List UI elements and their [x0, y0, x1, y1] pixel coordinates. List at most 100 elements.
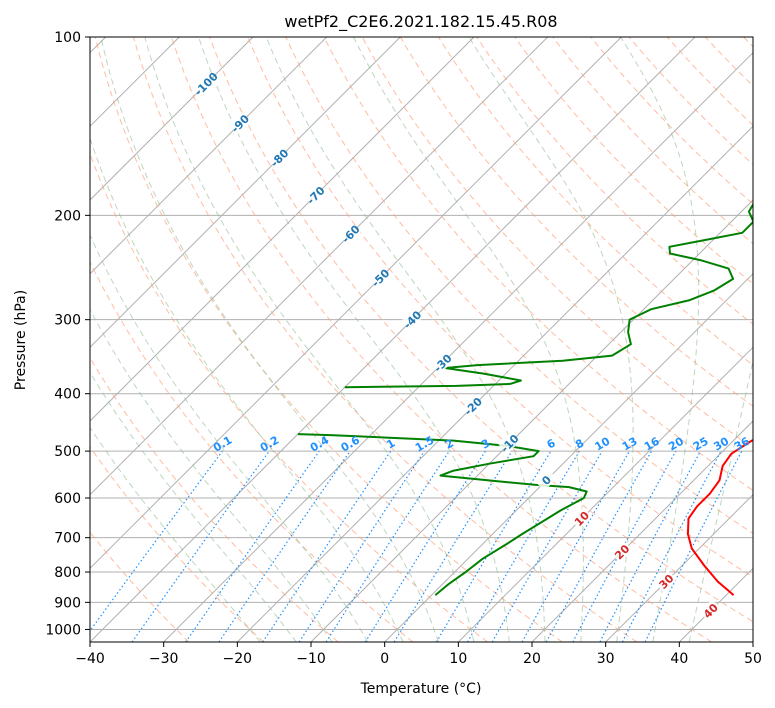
isotherm	[531, 420, 753, 642]
dry-adiabat	[437, 37, 753, 366]
x-tick-label: 50	[744, 651, 762, 667]
y-tick-label: 500	[54, 444, 81, 460]
moist-adiabat	[265, 37, 546, 642]
isotherm	[90, 37, 475, 422]
dry-adiabat	[285, 37, 753, 535]
isotherm-label: 10	[572, 509, 592, 529]
moist-adiabat	[620, 37, 700, 642]
profile-line	[686, 439, 753, 596]
mixing-ratio-line	[644, 450, 743, 642]
dry-adiabat	[704, 37, 753, 87]
moist-adiabat	[100, 37, 439, 642]
x-tick-label: 20	[523, 651, 541, 667]
x-tick-label: 10	[449, 651, 467, 667]
isotherm	[457, 346, 753, 642]
dry-adiabat	[247, 37, 753, 578]
mixing-ratio-line	[435, 450, 552, 642]
isotherm	[163, 51, 753, 642]
moist-adiabat	[353, 37, 584, 642]
mixing-ratio-line	[393, 450, 513, 642]
isotherm-label-bg	[304, 183, 327, 206]
isotherm-label-bg	[610, 540, 633, 563]
isotherm	[384, 272, 753, 642]
moist-adiabat	[90, 371, 297, 642]
moist-adiabat	[90, 233, 369, 642]
isotherm	[310, 199, 753, 642]
mixing-ratio-line	[521, 450, 631, 642]
dry-adiabat	[90, 260, 414, 642]
dry-adiabat	[743, 37, 753, 48]
y-tick-label: 300	[54, 313, 81, 329]
isotherm	[752, 641, 753, 642]
moist-adiabat	[198, 37, 510, 642]
profile-line	[297, 433, 588, 596]
y-tick-label: 400	[54, 387, 81, 403]
isotherm	[90, 37, 696, 642]
mixing-ratio-line	[545, 450, 653, 642]
isotherm-label-bg	[194, 72, 217, 95]
dry-adiabat	[552, 37, 753, 245]
isotherm-label-bg	[570, 507, 593, 530]
moist-adiabat	[90, 426, 261, 642]
y-tick-label: 700	[54, 531, 81, 547]
profile-lines	[297, 202, 753, 596]
x-tick-label: −10	[296, 651, 326, 667]
line-labels: 0.10.20.40.611.52346810131620253036-100-…	[192, 70, 752, 622]
y-tick-label: 900	[54, 595, 81, 611]
mixing-ratio-line	[185, 450, 320, 642]
x-tick-label: −20	[223, 651, 253, 667]
dry-adiabat	[94, 37, 563, 642]
mixing-ratio-line	[572, 450, 677, 642]
x-axis-label: Temperature (°C)	[360, 681, 482, 697]
isotherm-label-bg	[401, 308, 423, 331]
dry-adiabat	[132, 37, 638, 642]
y-axis-label: Pressure (hPa)	[13, 290, 29, 390]
dry-adiabat	[666, 37, 753, 126]
isotherm-label-bg	[268, 146, 291, 169]
mixing-ratio-line	[599, 450, 702, 642]
isotherm	[90, 37, 622, 570]
dry-adiabat	[514, 37, 753, 285]
isotherm-label-bg	[535, 468, 558, 491]
isotherm	[605, 493, 753, 642]
moist-adiabat	[688, 358, 753, 642]
mixing-ratio-line	[325, 450, 450, 642]
x-tick-label: 0	[380, 651, 389, 667]
chart-title: wetPf2_C2E6.2021.182.15.45.R08	[284, 12, 557, 32]
isotherm-label-bg	[431, 351, 454, 374]
moist-adiabat	[90, 308, 333, 642]
dry-adiabat	[90, 356, 339, 642]
x-tick-label: 30	[597, 651, 615, 667]
isotherm-label: -90	[229, 112, 252, 135]
x-tick-label: 40	[670, 651, 688, 667]
y-tick-label: 800	[54, 565, 81, 581]
dry-adiabat	[476, 37, 753, 325]
mixing-ratio-line	[218, 450, 351, 642]
dry-adiabat	[323, 37, 753, 491]
mixing-ratio-label: 8	[573, 437, 586, 452]
isotherm-label-bg	[654, 570, 677, 593]
isotherm-label-bg	[699, 599, 722, 622]
isotherm-label-bg	[339, 222, 362, 245]
mixing-ratio-label: 6	[545, 436, 558, 451]
y-tick-label: 200	[54, 208, 81, 224]
y-tick-label: 100	[54, 30, 81, 46]
moist-adiabat	[90, 136, 404, 642]
mixing-ratio-line	[364, 450, 486, 642]
isotherm	[90, 37, 254, 201]
dry-adiabat	[171, 37, 712, 642]
isotherm	[90, 37, 401, 349]
profile-line	[344, 202, 753, 389]
isotherm	[90, 37, 328, 275]
isotherm-label-bg	[228, 112, 251, 135]
x-tick-label: −30	[149, 651, 179, 667]
background-lines	[90, 37, 753, 642]
dry-adiabat	[90, 446, 264, 642]
axes: −40 −30 −20 −10 0 10 20 30 40 50 100 200 300 400 500 60…	[45, 30, 762, 667]
isotherm	[90, 37, 549, 496]
y-tick-label: 600	[54, 491, 81, 507]
mixing-ratio-line	[131, 450, 270, 642]
mixing-ratio-line	[90, 450, 223, 632]
isotherm-label-bg	[461, 394, 484, 417]
